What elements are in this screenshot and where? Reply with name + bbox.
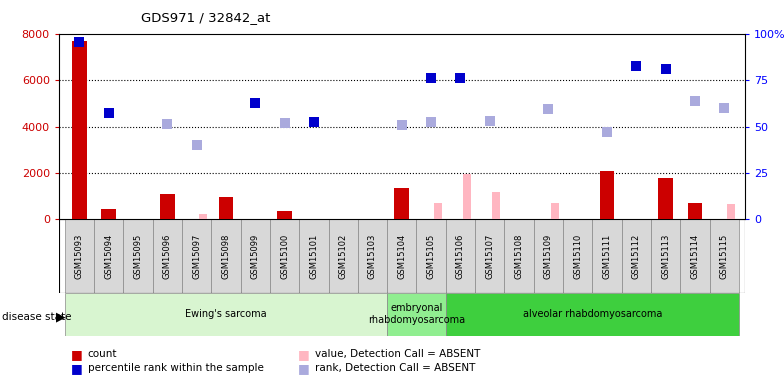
Text: GSM15102: GSM15102 [339,233,347,279]
Bar [534,219,563,292]
Text: GDS971 / 32842_at: GDS971 / 32842_at [141,11,270,24]
Bar [710,219,739,292]
Point [73,39,85,45]
Text: ■: ■ [298,362,310,375]
Bar [278,211,292,219]
Point [278,120,291,126]
Bar [463,174,471,219]
Text: count: count [88,350,118,359]
Point [542,106,554,112]
Text: percentile rank within the sample: percentile rank within the sample [88,363,263,373]
Text: embryonal
rhabdomyosarcoma: embryonal rhabdomyosarcoma [368,303,465,325]
Bar [328,219,358,292]
Text: disease state: disease state [2,312,71,322]
Bar [387,219,416,292]
Text: GSM15103: GSM15103 [368,233,377,279]
Text: GSM15107: GSM15107 [485,233,494,279]
Bar [416,219,446,292]
Bar [681,219,710,292]
Text: GSM15105: GSM15105 [426,233,436,279]
Text: GSM15106: GSM15106 [456,233,465,279]
Text: GSM15094: GSM15094 [104,233,113,279]
Text: ▶: ▶ [56,310,65,323]
Bar [659,178,673,219]
Bar [64,292,387,336]
Bar [182,219,211,292]
Point [718,105,731,111]
Text: GSM15109: GSM15109 [544,233,553,279]
Bar [299,219,328,292]
Text: GSM15113: GSM15113 [661,233,670,279]
Bar [199,214,207,219]
Text: GSM15095: GSM15095 [133,233,143,279]
Bar [651,219,681,292]
Text: ■: ■ [71,348,82,361]
Bar [446,292,739,336]
Text: GSM15096: GSM15096 [163,233,172,279]
Text: GSM15110: GSM15110 [573,233,583,279]
Text: rank, Detection Call = ABSENT: rank, Detection Call = ABSENT [315,363,476,373]
Bar [688,203,702,219]
Text: alveolar rhabdomyosarcoma: alveolar rhabdomyosarcoma [523,309,662,319]
Text: GSM15112: GSM15112 [632,233,641,279]
Text: GSM15093: GSM15093 [74,233,84,279]
Text: GSM15114: GSM15114 [691,233,699,279]
Point [161,121,173,127]
Bar [563,219,593,292]
Bar [358,219,387,292]
Point [688,98,701,104]
Text: GSM15111: GSM15111 [603,233,612,279]
Bar [94,219,123,292]
Bar [101,209,116,219]
Point [249,100,262,106]
Bar [551,203,559,219]
Point [630,63,643,69]
Bar [446,219,475,292]
Bar [64,219,94,292]
Text: GSM15101: GSM15101 [310,233,318,279]
Bar [72,41,87,219]
Bar [593,219,622,292]
Bar [727,204,735,219]
Text: GSM15099: GSM15099 [251,233,260,279]
Bar [211,219,241,292]
Text: GSM15098: GSM15098 [221,233,230,279]
Text: GSM15104: GSM15104 [397,233,406,279]
Text: GSM15115: GSM15115 [720,233,729,279]
Point [484,118,496,124]
Bar [492,192,500,219]
Text: GSM15108: GSM15108 [514,233,524,279]
Bar [160,194,175,219]
Bar [394,188,409,219]
Bar [504,219,534,292]
Point [601,129,613,135]
Point [659,66,672,72]
Bar [475,219,504,292]
Text: GSM15100: GSM15100 [280,233,289,279]
Bar [153,219,182,292]
Point [425,119,437,125]
Text: ■: ■ [71,362,82,375]
Bar [387,292,446,336]
Text: ■: ■ [298,348,310,361]
Bar [219,197,233,219]
Point [191,142,203,148]
Point [395,122,408,128]
Point [454,75,466,81]
Text: Ewing's sarcoma: Ewing's sarcoma [185,309,267,319]
Bar [600,171,615,219]
Point [307,119,320,125]
Bar [123,219,153,292]
Bar [434,203,441,219]
Point [425,75,437,81]
Point [103,110,115,116]
Bar [622,219,651,292]
Text: value, Detection Call = ABSENT: value, Detection Call = ABSENT [315,350,481,359]
Bar [241,219,270,292]
Text: GSM15097: GSM15097 [192,233,201,279]
Bar [270,219,299,292]
